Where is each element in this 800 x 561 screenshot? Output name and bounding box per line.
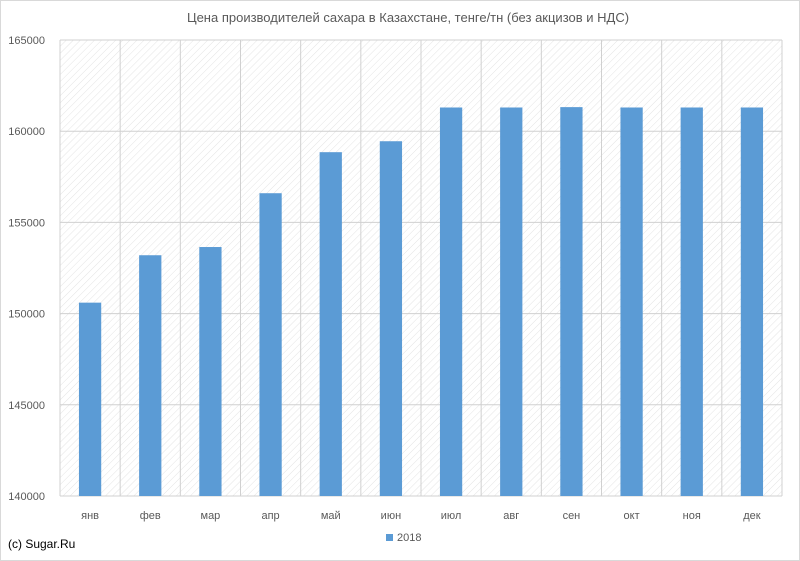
x-tick-label: апр bbox=[261, 510, 279, 522]
y-tick-label: 160000 bbox=[8, 126, 45, 138]
legend-label-2018: 2018 bbox=[397, 532, 421, 544]
bar-10 bbox=[620, 107, 643, 496]
x-tick-label: июл bbox=[441, 510, 462, 522]
legend-swatch-2018 bbox=[386, 534, 393, 541]
y-tick-label: 165000 bbox=[8, 35, 45, 47]
gridlines bbox=[59, 39, 783, 497]
legend: 2018 bbox=[386, 532, 421, 544]
bar-2 bbox=[139, 255, 162, 496]
x-tick-label: фев bbox=[140, 510, 161, 522]
y-axis-ticks: 140000 145000 150000 155000 160000 165000 bbox=[8, 35, 45, 503]
bars bbox=[78, 107, 764, 496]
x-tick-label: сен bbox=[563, 510, 581, 522]
bar-12 bbox=[740, 107, 764, 496]
bar-7 bbox=[439, 107, 463, 496]
x-tick-label: дек bbox=[743, 510, 761, 522]
y-tick-label: 140000 bbox=[8, 491, 45, 503]
bar-11 bbox=[680, 107, 703, 496]
bar-4 bbox=[259, 193, 282, 496]
x-tick-label: окт bbox=[624, 510, 640, 522]
x-tick-label: янв bbox=[81, 510, 99, 522]
y-tick-label: 150000 bbox=[8, 309, 45, 321]
x-axis-ticks: янв фев мар апр май июн июл авг сен окт ноя дек bbox=[81, 510, 761, 522]
x-tick-label: авг bbox=[503, 510, 519, 522]
x-tick-label: ноя bbox=[683, 510, 701, 522]
bar-9 bbox=[560, 107, 583, 496]
chart-title: Цена производителей сахара в Казахстане,… bbox=[187, 10, 629, 25]
bar-8 bbox=[500, 107, 523, 496]
y-tick-label: 145000 bbox=[8, 400, 45, 412]
y-tick-label: 155000 bbox=[8, 217, 45, 229]
x-tick-label: май bbox=[321, 510, 341, 522]
bar-6 bbox=[379, 141, 403, 496]
x-tick-label: июн bbox=[381, 510, 401, 522]
bar-3 bbox=[199, 247, 222, 496]
bar-5 bbox=[319, 152, 342, 496]
bar-1 bbox=[78, 302, 102, 496]
x-tick-label: мар bbox=[201, 510, 221, 522]
copyright-text: (c) Sugar.Ru bbox=[8, 537, 76, 551]
